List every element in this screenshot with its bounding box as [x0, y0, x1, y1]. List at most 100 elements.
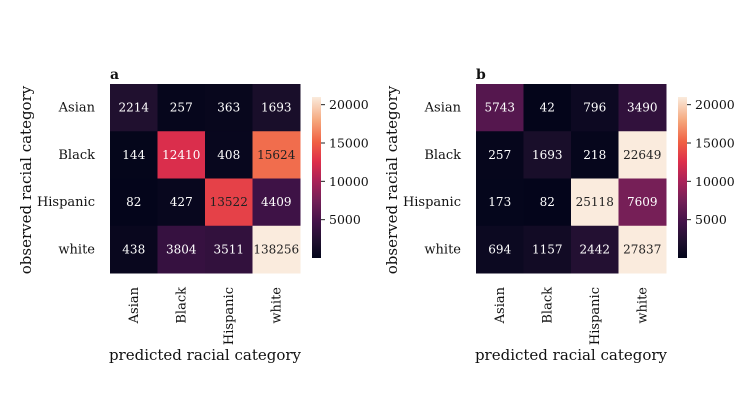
heatmap-cell [157, 84, 206, 132]
y-tick-label: Hispanic [403, 195, 461, 210]
heatmap-cell [110, 225, 158, 274]
cell-value-label: 42 [540, 101, 555, 115]
cell-value-label: 15624 [257, 148, 296, 162]
cell-value-label: 363 [217, 101, 240, 115]
heatmap-cell [157, 225, 206, 274]
x-tick-label: white [635, 287, 650, 324]
y-tick-label: Black [424, 148, 461, 163]
heatmap-cells: 2214 257 363 1693 144 12410 408 15624 82 427 13522… [110, 84, 301, 274]
x-tick-label: white [269, 287, 284, 324]
cell-value-label: 7609 [627, 195, 658, 209]
heatmap-cell [571, 131, 619, 179]
heatmap-cell [205, 131, 253, 179]
y-tick-label: white [58, 242, 95, 257]
colorbar-tick-label: 20000 [695, 97, 735, 112]
cell-value-label: 1157 [532, 242, 563, 256]
heatmap-cell [110, 84, 158, 132]
cell-value-label: 257 [488, 148, 511, 162]
cell-value-label: 1693 [532, 148, 563, 162]
heatmap-cell [571, 225, 619, 274]
colorbar-tick-label: 20000 [329, 97, 369, 112]
heatmap-cell [523, 84, 572, 132]
colorbar-gradient [678, 97, 687, 258]
x-tick-label: Asian [493, 286, 508, 324]
heatmap-cell [157, 131, 206, 179]
cell-value-label: 427 [170, 195, 193, 209]
heatmap-cell [618, 84, 667, 132]
heatmap-cells: 5743 42 796 3490 257 1693 218 22649 173 82 25118 76… [476, 84, 667, 274]
cell-value-label: 2442 [579, 242, 610, 256]
cell-value-label: 218 [583, 148, 606, 162]
cell-value-label: 27837 [623, 242, 661, 256]
colorbar-tick-label: 10000 [695, 174, 735, 189]
colorbar: 5000 10000 15000 20000 [678, 97, 735, 258]
cell-value-label: 144 [122, 148, 145, 162]
y-axis-label: observed racial category [383, 85, 401, 274]
cell-value-label: 1693 [261, 101, 292, 115]
heatmap-cell [523, 178, 572, 227]
heatmap-cell [252, 84, 301, 132]
cell-value-label: 3804 [166, 242, 197, 256]
cell-value-label: 3511 [213, 242, 244, 256]
cell-value-label: 5743 [484, 101, 515, 115]
colorbar-tick-label: 5000 [695, 212, 727, 227]
heatmap-cell [157, 178, 206, 227]
cell-value-label: 438 [122, 242, 145, 256]
colorbar-tick-label: 10000 [329, 174, 369, 189]
heatmap-cell [476, 131, 524, 179]
heatmap-cell [523, 225, 572, 274]
heatmap-cell [252, 131, 301, 179]
cell-value-label: 3490 [627, 101, 658, 115]
cell-value-label: 796 [583, 101, 606, 115]
heatmap-cell [476, 225, 524, 274]
colorbar-tick-label: 5000 [329, 212, 361, 227]
y-axis-label: observed racial category [17, 85, 35, 274]
heatmap-cell [110, 131, 158, 179]
panel-letter: a [110, 67, 119, 83]
y-tick-label: Asian [58, 101, 96, 116]
y-tick-label: white [424, 242, 461, 257]
x-tick-label: Asian [127, 286, 142, 324]
y-tick-label: Hispanic [37, 195, 95, 210]
cell-value-label: 694 [488, 242, 511, 256]
heatmap-cell [252, 225, 301, 274]
heatmap-cell [476, 178, 524, 227]
heatmap-cell [618, 225, 667, 274]
cell-value-label: 82 [126, 195, 141, 209]
colorbar-tick-label: 15000 [329, 136, 369, 151]
heatmap-cell [252, 178, 301, 227]
x-tick-label: Hispanic [222, 287, 237, 345]
colorbar: 5000 10000 15000 20000 [312, 97, 369, 258]
x-tick-labels: Asian Black Hispanic white [127, 286, 285, 345]
y-tick-labels: Asian Black Hispanic white [37, 101, 96, 258]
heatmap-cell [205, 178, 253, 227]
panel-b: b observed racial category predicted rac… [383, 67, 735, 364]
heatmap-cell [571, 178, 619, 227]
cell-value-label: 173 [488, 195, 511, 209]
cell-value-label: 138256 [253, 242, 299, 256]
heatmap-cell [523, 131, 572, 179]
y-tick-label: Asian [424, 101, 462, 116]
cell-value-label: 25118 [576, 195, 614, 209]
x-tick-label: Black [174, 287, 189, 324]
cell-value-label: 2214 [118, 101, 149, 115]
x-tick-label: Black [540, 287, 555, 324]
panel-letter: b [476, 67, 486, 83]
x-tick-label: Hispanic [588, 287, 603, 345]
heatmap-cell [618, 178, 667, 227]
colorbar-gradient [312, 97, 321, 258]
cell-value-label: 257 [170, 101, 193, 115]
cell-value-label: 408 [217, 148, 240, 162]
heatmap-cell [205, 84, 253, 132]
cell-value-label: 13522 [210, 195, 248, 209]
y-tick-labels: Asian Black Hispanic white [403, 101, 462, 258]
heatmap-cell [205, 225, 253, 274]
heatmap-cell [110, 178, 158, 227]
cell-value-label: 22649 [623, 148, 661, 162]
x-tick-labels: Asian Black Hispanic white [493, 286, 651, 345]
x-axis-label: predicted racial category [109, 346, 302, 364]
heatmap-cell [618, 131, 667, 179]
cell-value-label: 82 [540, 195, 555, 209]
y-tick-label: Black [58, 148, 95, 163]
